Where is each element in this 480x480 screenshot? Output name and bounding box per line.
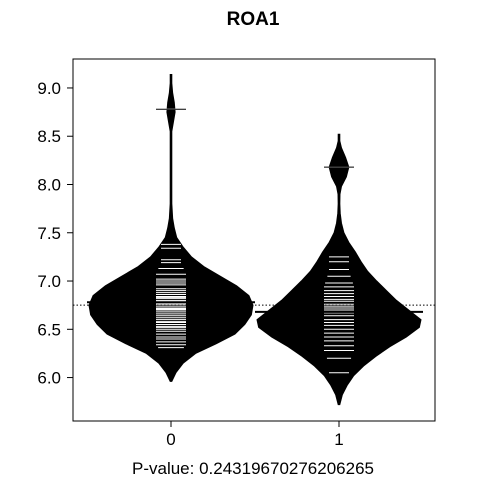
y-tick-label: 6.0 <box>37 369 61 388</box>
y-tick-label: 6.5 <box>37 320 61 339</box>
plot-frame <box>72 58 436 422</box>
x-tick-label: 0 <box>166 430 175 449</box>
x-axis-label: P-value: 0.24319670276206265 <box>132 459 374 478</box>
y-tick-label: 7.0 <box>37 272 61 291</box>
y-tick-label: 9.0 <box>37 79 61 98</box>
beans-layer <box>73 73 435 406</box>
x-tick-label: 1 <box>334 430 343 449</box>
bean-density-0 <box>88 73 254 382</box>
chart-title: ROA1 <box>227 9 280 30</box>
y-axis: 6.0 6.5 7.0 7.5 8.0 8.5 9.0 <box>37 79 73 388</box>
y-tick-label: 7.5 <box>37 224 61 243</box>
y-tick-label: 8.0 <box>37 175 61 194</box>
y-tick-label: 8.5 <box>37 127 61 146</box>
